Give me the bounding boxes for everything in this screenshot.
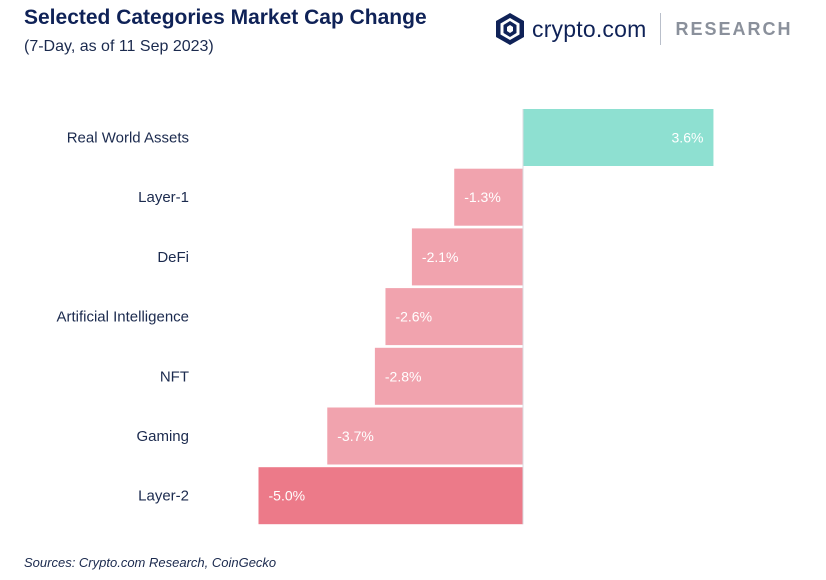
crypto-com-logo-icon: [496, 13, 524, 45]
category-label: Layer-1: [138, 189, 189, 206]
bar-value-label: -5.0%: [269, 488, 306, 504]
category-label: Gaming: [136, 428, 189, 445]
bar-value-label: -2.8%: [385, 368, 422, 384]
brand-section-label: RESEARCH: [675, 18, 793, 39]
bar-value-label: -1.3%: [464, 189, 501, 205]
bar-value-label: 3.6%: [672, 130, 704, 146]
category-label: Artificial Intelligence: [56, 309, 189, 326]
bar-value-label: -3.7%: [337, 428, 374, 444]
category-label: NFT: [160, 368, 189, 385]
bar: [374, 347, 523, 405]
bar: [454, 168, 523, 226]
category-label: Layer-2: [138, 488, 189, 505]
chart-title: Selected Categories Market Cap Change: [24, 6, 427, 29]
chart-subtitle: (7-Day, as of 11 Sep 2023): [24, 38, 214, 55]
bar: [327, 407, 523, 465]
bar: [385, 288, 523, 346]
bar: [523, 109, 714, 166]
bar-value-label: -2.1%: [422, 249, 459, 265]
bar-value-label: -2.6%: [395, 309, 432, 325]
brand-divider: [660, 13, 662, 45]
bar: [258, 467, 523, 525]
category-label: DeFi: [157, 249, 189, 266]
category-label: Real World Assets: [67, 130, 189, 147]
bar: [411, 228, 523, 286]
brand-header: crypto.com RESEARCH: [494, 10, 793, 48]
source-note: Sources: Crypto.com Research, CoinGecko: [24, 555, 277, 570]
brand-name: crypto.com: [532, 15, 647, 42]
